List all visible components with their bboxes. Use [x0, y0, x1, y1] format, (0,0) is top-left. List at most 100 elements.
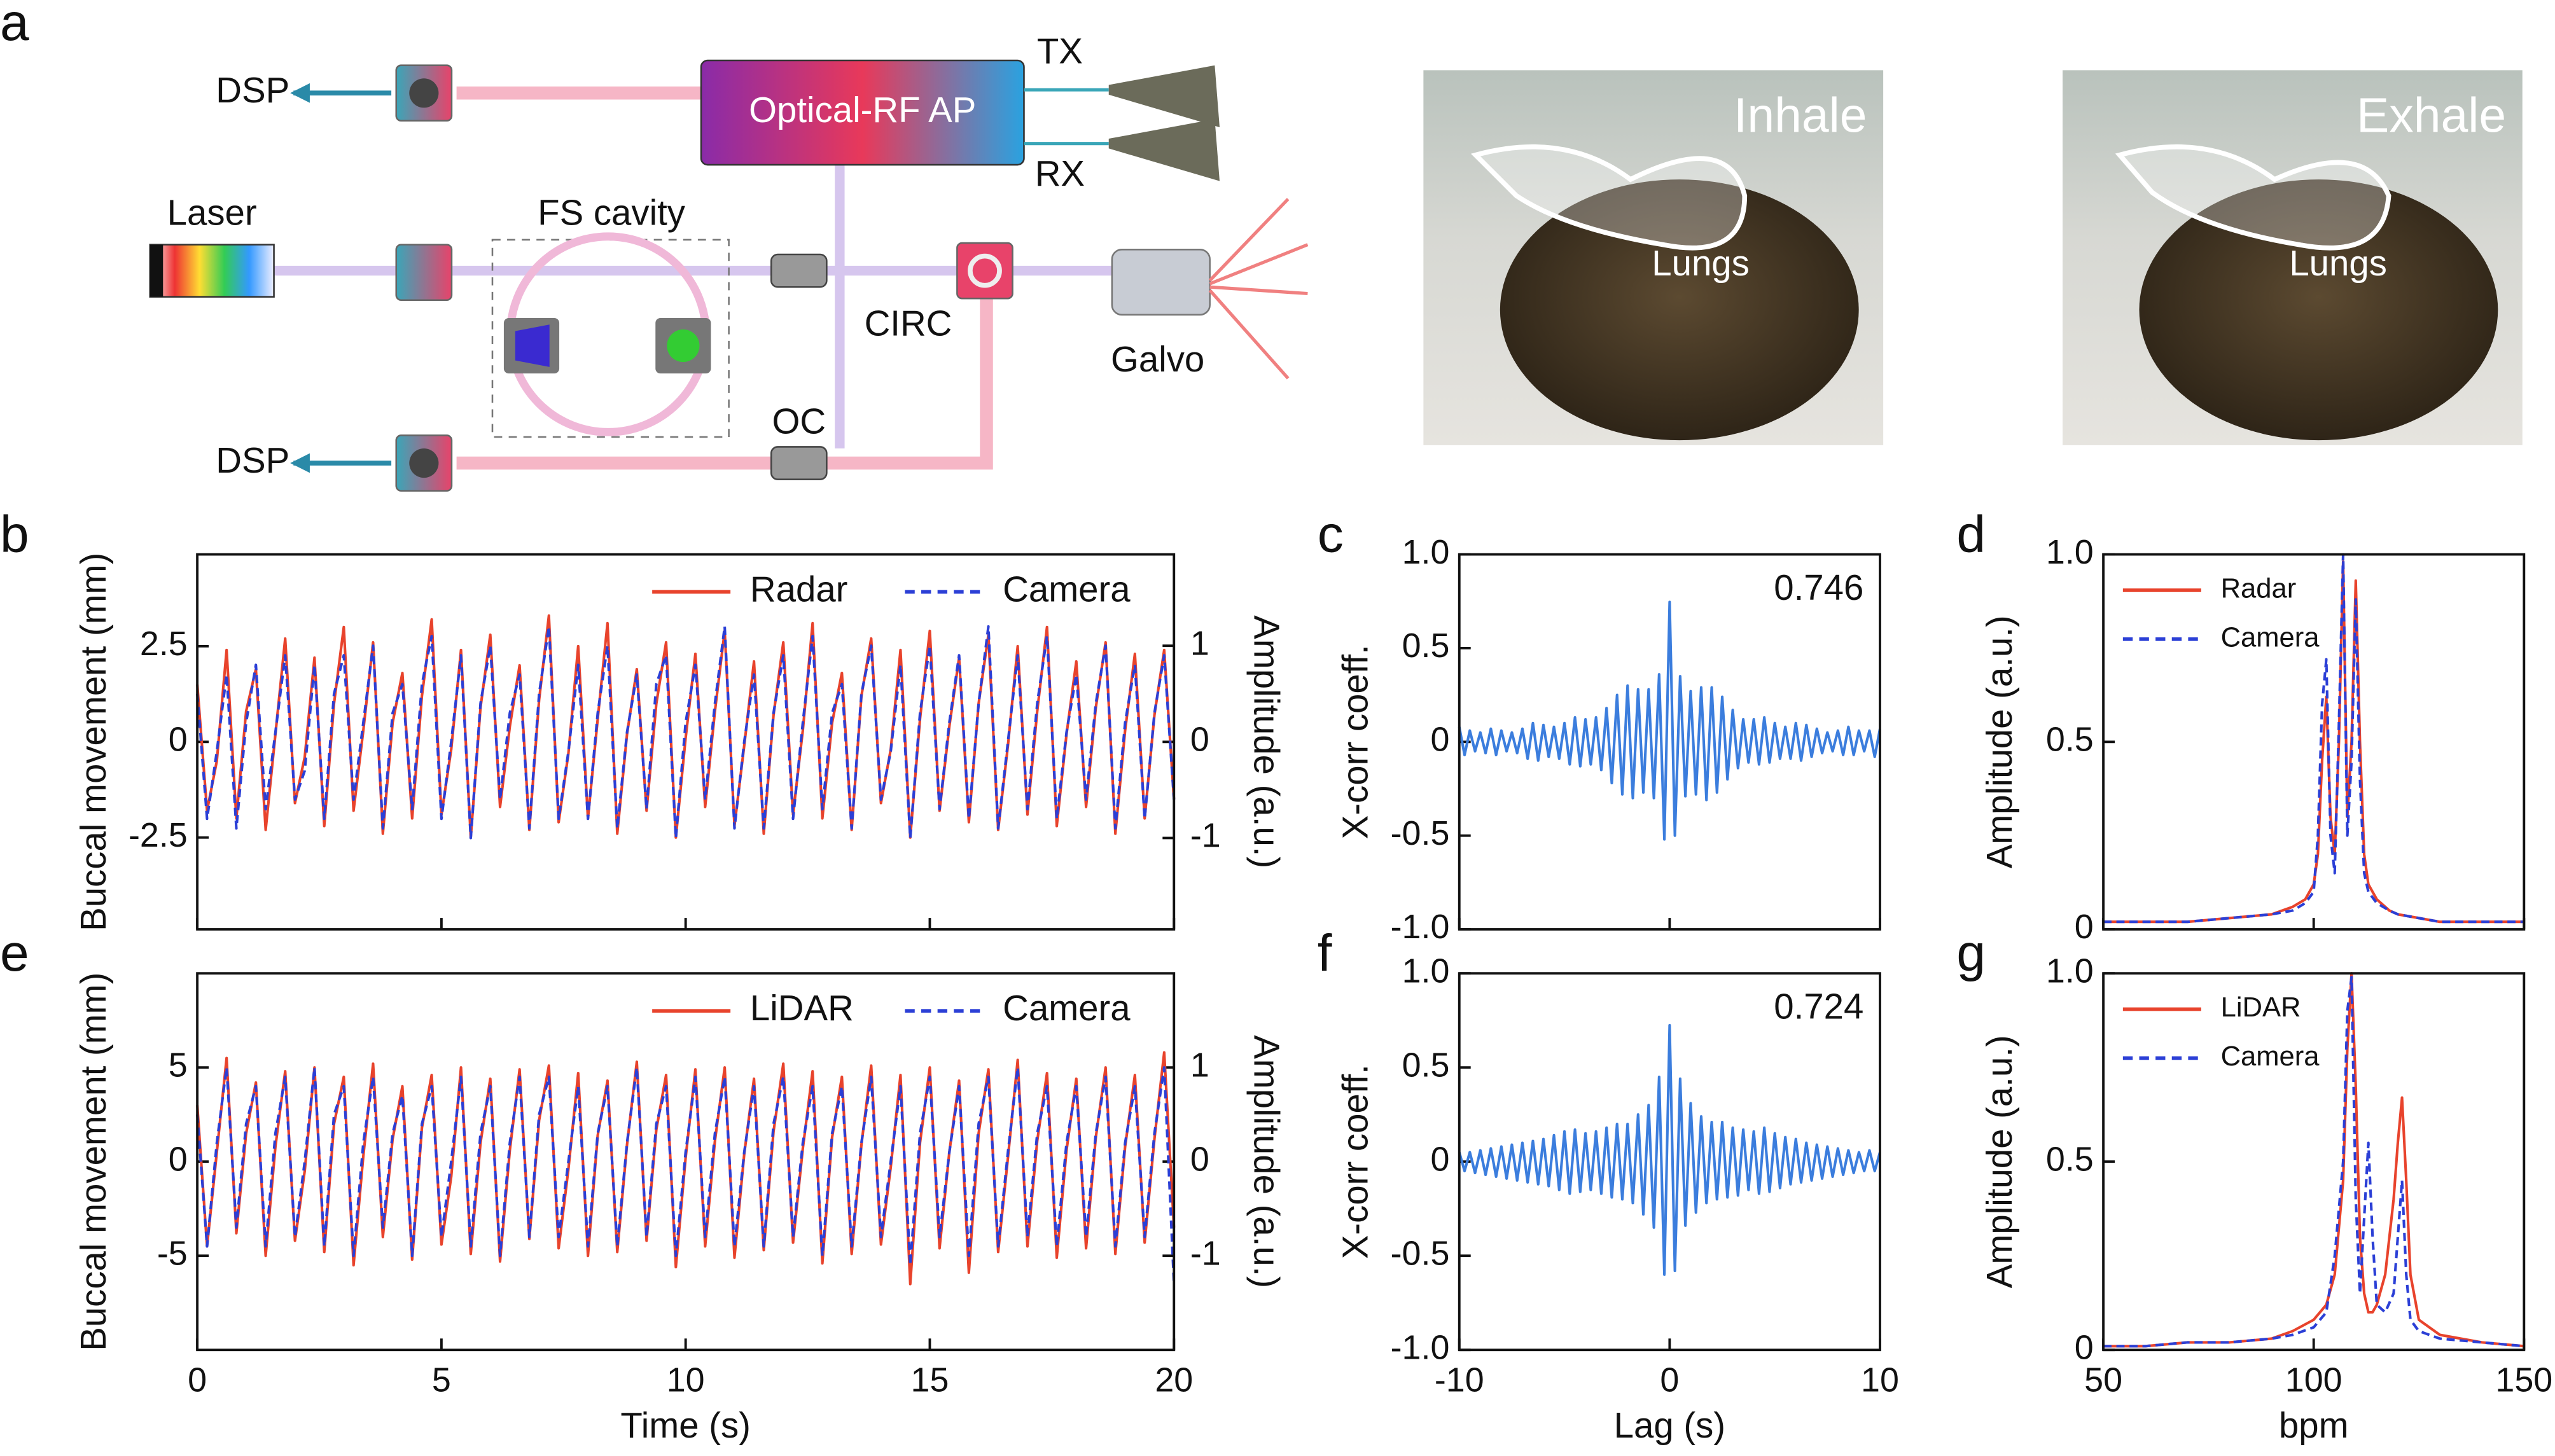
circulator: [956, 242, 1013, 300]
laser-end: [150, 244, 164, 297]
arrow-head: [290, 453, 310, 473]
label: DSP: [216, 440, 289, 480]
diagram: a DSP DSP Optical-RF AP TX RX Laser FS c…: [0, 0, 1309, 492]
legend-label: Radar: [2221, 573, 2297, 604]
series-line: [2103, 553, 2524, 924]
y-tick-label: 0.5: [1402, 1046, 1450, 1084]
lung-outline: [2115, 144, 2391, 251]
x-tick-label: 0: [1660, 1361, 1679, 1399]
y-axis-label: Buccal movement (mm): [73, 553, 113, 931]
annotation: 0.724: [1774, 986, 1863, 1026]
x-axis-label: Time (s): [620, 1405, 751, 1445]
series-line: [2103, 972, 2524, 1348]
y2-tick-label: 1: [1190, 624, 1209, 662]
y-tick-label: -2.5: [129, 816, 188, 854]
ray: [1209, 243, 1309, 286]
y-tick-label: 2.5: [140, 625, 188, 663]
panel-label: a: [0, 0, 29, 52]
series-line: [196, 1066, 1176, 1284]
label: Optical-RF AP: [749, 90, 976, 130]
component-icon: [667, 329, 700, 363]
x-axis-label: bpm: [2279, 1405, 2349, 1445]
label: CIRC: [865, 303, 952, 343]
y-tick-label: 0: [2075, 1328, 2094, 1366]
series-line: [196, 625, 1176, 840]
panel-label: c: [1318, 506, 1344, 564]
label: TX: [1037, 31, 1083, 71]
y2-axis-label: Amplitude (a.u.): [1246, 1035, 1286, 1288]
y2-tick-label: 0: [1190, 721, 1209, 759]
beam: [456, 298, 993, 470]
detector-icon: [409, 448, 439, 478]
x-tick-label: 20: [1155, 1361, 1193, 1399]
chart: c -1.0 -0.5 0 0.5 1.0 X-corr coeff. 0.746: [1318, 506, 1881, 946]
legend-label: Camera: [2221, 1041, 2320, 1072]
isolator: [395, 244, 453, 302]
photo-title: Inhale: [1734, 88, 1867, 143]
y-tick-label: 0.5: [1402, 627, 1450, 665]
y2-tick-label: 1: [1190, 1046, 1209, 1084]
x-tick-label: -10: [1435, 1361, 1484, 1399]
panel-label: d: [1956, 506, 1986, 564]
coupler: [770, 446, 828, 480]
y-tick-label: 1.0: [2046, 533, 2094, 571]
y-tick-label: 0: [2075, 908, 2094, 946]
ray: [1208, 289, 1290, 380]
label: Galvo: [1111, 339, 1204, 379]
y-tick-label: 1.0: [1402, 952, 1450, 990]
processor-box: [700, 59, 1025, 166]
chart: d 0 0.5 1.0 Amplitude (a.u.) Radar Camera: [1956, 506, 2526, 946]
y-axis-label: X-corr coeff.: [1335, 644, 1375, 839]
horn: [1108, 119, 1220, 181]
label: Laser: [167, 192, 257, 232]
x-tick-label: 0: [188, 1361, 207, 1399]
panel-label: g: [1956, 924, 1986, 982]
photo-label: Lungs: [2289, 243, 2387, 283]
axes-frame: [2102, 972, 2526, 1352]
photo-title: Exhale: [2357, 88, 2506, 143]
y2-tick-label: 0: [1190, 1140, 1209, 1178]
horn: [1108, 65, 1220, 128]
y-tick-label: 0: [1430, 1140, 1449, 1178]
series-line: [2103, 560, 2524, 924]
legend-label: LiDAR: [750, 988, 854, 1028]
arrow-head: [290, 83, 310, 103]
laser: [149, 244, 275, 298]
y-tick-label: 0: [169, 721, 188, 759]
lung-outline: [1470, 144, 1748, 251]
y-axis-label: Buccal movement (mm): [73, 973, 113, 1351]
chart: f -10 0 10 Lag (s) -1.0 -0.5 0 0.5 1.0 X-corr coef…: [1318, 924, 1899, 1445]
photo-label: Lungs: [1652, 243, 1750, 283]
photo: Exhale Lungs: [2063, 70, 2523, 445]
legend-label: LiDAR: [2221, 992, 2301, 1023]
x-tick-label: 50: [2084, 1361, 2122, 1399]
x-tick-label: 150: [2495, 1361, 2552, 1399]
y-tick-label: 0.5: [2046, 1140, 2094, 1178]
x-tick-label: 10: [667, 1361, 705, 1399]
x-tick-label: 5: [432, 1361, 451, 1399]
legend-label: Radar: [750, 569, 848, 609]
y-tick-label: 1.0: [2046, 952, 2094, 990]
legend-label: Camera: [1003, 988, 1131, 1028]
legend-label: Camera: [1003, 569, 1131, 609]
axes-frame: [196, 972, 1176, 1352]
toad: [1500, 179, 1859, 441]
y2-tick-label: -1: [1190, 1234, 1221, 1272]
y-tick-label: -0.5: [1391, 1234, 1450, 1272]
series-line: [1458, 1023, 1881, 1276]
axes-frame: [1458, 972, 1881, 1352]
y-tick-label: 0.5: [2046, 721, 2094, 759]
x-tick-label: 15: [911, 1361, 949, 1399]
x-tick-label: 10: [1861, 1361, 1899, 1399]
series-line: [1458, 600, 1881, 841]
label: OC: [772, 401, 826, 441]
ray: [1209, 285, 1308, 296]
y2-tick-label: -1: [1190, 817, 1221, 855]
y-tick-label: 0: [1430, 721, 1449, 759]
y-tick-label: 0: [169, 1140, 188, 1178]
toad: [2139, 179, 2498, 441]
axes-frame: [2102, 553, 2526, 931]
chart: g 50 100 150 bpm 0 0.5 1.0 Amplitude (a.u.) LiDAR…: [1956, 924, 2552, 1445]
